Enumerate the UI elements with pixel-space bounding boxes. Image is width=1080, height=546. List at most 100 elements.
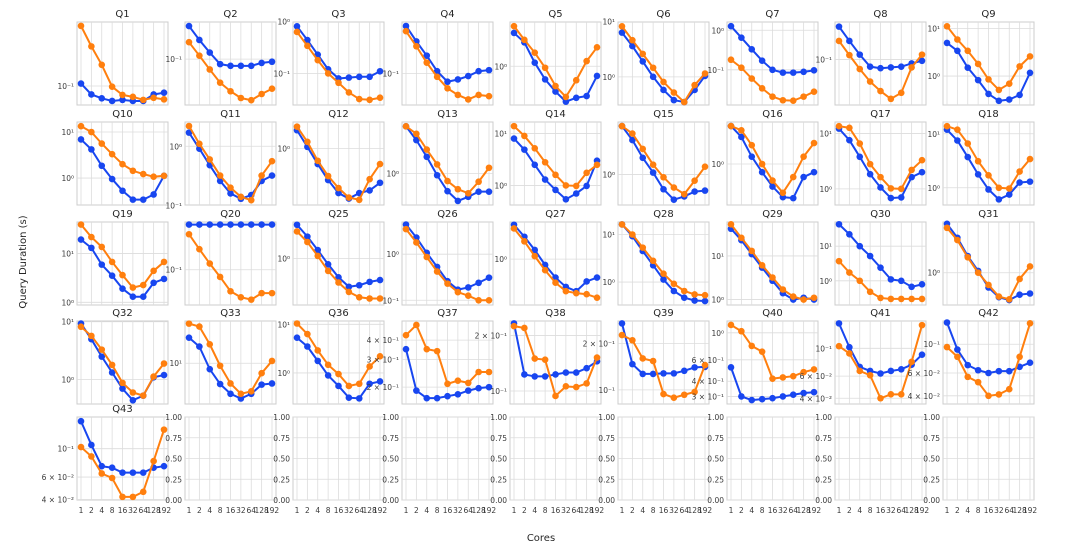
blue-data-point — [789, 391, 797, 399]
orange-data-point — [639, 145, 647, 153]
blue-data-point — [531, 59, 539, 67]
blue-data-point — [846, 136, 853, 144]
y-tick-label: 10⁰ — [386, 169, 399, 178]
blue-data-point — [206, 365, 214, 373]
orange-data-point — [748, 141, 756, 149]
orange-data-point — [964, 254, 972, 261]
blue-data-point — [160, 371, 168, 379]
blue-data-point — [366, 380, 373, 388]
orange-data-point — [150, 173, 157, 181]
orange-data-point — [629, 130, 636, 137]
blue-data-point — [98, 261, 106, 268]
orange-data-point — [376, 353, 384, 360]
orange-data-point — [129, 389, 137, 396]
panel-title: Q27 — [545, 209, 566, 220]
blue-data-point — [216, 221, 224, 228]
y-tick-label: 10⁻¹ — [57, 82, 74, 91]
orange-data-point — [748, 342, 756, 350]
orange-data-point — [216, 273, 224, 281]
blue-data-point — [670, 196, 678, 203]
x-tick-label: 4 — [99, 506, 104, 515]
blue-data-point — [293, 22, 301, 30]
y-tick-label: 10⁰ — [277, 255, 290, 264]
blue-data-point — [129, 196, 137, 203]
y-tick-label: 4 × 10⁻² — [800, 394, 832, 403]
x-tick-label: 64 — [1004, 506, 1014, 515]
orange-data-point — [139, 488, 147, 496]
y-tick-label: 4 × 10⁻¹ — [692, 377, 724, 386]
orange-data-point — [98, 346, 106, 353]
blue-data-point — [691, 297, 698, 304]
y-tick-label: 0.75 — [923, 434, 940, 443]
blue-data-point — [593, 274, 601, 281]
y-tick-label: 10⁰ — [927, 269, 940, 278]
orange-data-point — [856, 65, 864, 73]
orange-data-point — [727, 321, 735, 329]
blue-data-point — [583, 182, 590, 190]
orange-data-point — [789, 372, 797, 380]
orange-data-point — [258, 172, 265, 179]
orange-data-point — [974, 269, 982, 277]
orange-data-point — [324, 70, 332, 77]
orange-data-point — [562, 287, 570, 295]
x-tick-label: 4 — [532, 506, 537, 515]
blue-data-point — [748, 46, 756, 53]
blue-data-point — [196, 221, 203, 228]
blue-data-point — [995, 196, 1003, 203]
orange-data-point — [324, 267, 332, 275]
orange-data-point — [583, 169, 590, 177]
orange-data-point — [649, 64, 657, 72]
y-tick-label: 0.00 — [707, 496, 724, 505]
blue-data-point — [268, 380, 276, 387]
blue-data-point — [1026, 359, 1034, 367]
orange-data-point — [810, 294, 818, 302]
blue-data-point — [345, 74, 353, 81]
orange-data-point — [866, 371, 874, 379]
orange-data-point — [856, 277, 864, 285]
orange-data-point — [366, 96, 373, 104]
x-tick-label: 1 — [837, 506, 842, 515]
y-axis-label: Query Duration (s) — [18, 215, 29, 308]
y-tick-label: 0.25 — [382, 475, 399, 484]
orange-data-point — [639, 355, 647, 362]
orange-data-point — [98, 470, 106, 477]
blue-data-point — [660, 276, 667, 283]
y-tick-label: 0.50 — [923, 455, 940, 464]
x-tick-label: 128 — [687, 506, 702, 515]
blue-data-point — [877, 264, 884, 271]
orange-data-point — [1016, 275, 1023, 283]
orange-data-point — [887, 185, 895, 192]
orange-data-point — [510, 122, 518, 130]
blue-data-point — [119, 285, 126, 292]
blue-data-point — [345, 394, 353, 401]
blue-data-point — [444, 187, 451, 195]
orange-data-point — [789, 97, 797, 104]
orange-data-point — [423, 345, 431, 353]
orange-data-point — [402, 331, 410, 339]
panel-title: Q17 — [870, 109, 891, 120]
x-tick-label: 128 — [796, 506, 811, 515]
x-tick-label: 192 — [157, 506, 172, 515]
x-tick-label: 2 — [197, 506, 202, 515]
x-tick-label: 2 — [955, 506, 960, 515]
y-tick-label: 0.25 — [815, 475, 832, 484]
blue-data-point — [583, 92, 590, 100]
orange-data-point — [866, 78, 874, 85]
blue-data-point — [433, 171, 441, 179]
orange-data-point — [108, 474, 116, 482]
orange-data-point — [366, 175, 373, 183]
blue-data-point — [355, 395, 363, 402]
x-tick-label: 64 — [138, 506, 148, 515]
blue-data-point — [810, 388, 818, 396]
orange-data-point — [355, 196, 363, 204]
orange-data-point — [475, 368, 482, 376]
orange-data-point — [670, 280, 678, 288]
y-tick-label: 10⁰ — [386, 250, 399, 259]
blue-data-point — [918, 168, 926, 176]
orange-data-point — [227, 87, 234, 95]
x-tick-label: 64 — [354, 506, 364, 515]
orange-data-point — [139, 281, 147, 289]
x-tick-label: 128 — [904, 506, 919, 515]
orange-data-point — [129, 93, 137, 101]
